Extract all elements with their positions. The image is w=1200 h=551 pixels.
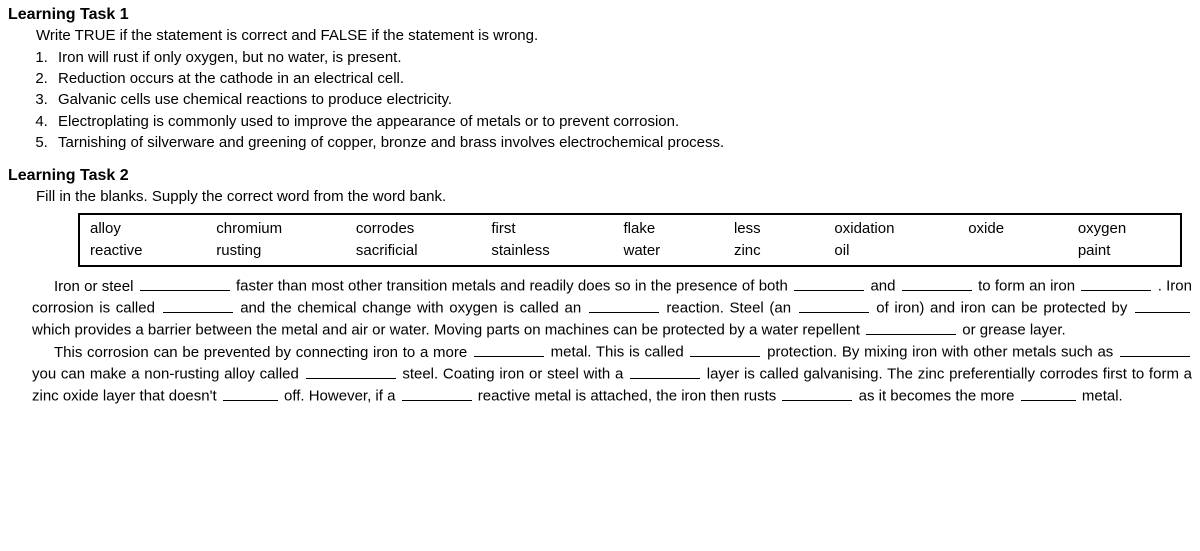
blank[interactable] (902, 275, 972, 290)
wordbank-word: corrodes (356, 219, 461, 239)
fill-text: and (870, 278, 899, 295)
wordbank-word: flake (624, 219, 704, 239)
fill-text: steel. Coating iron or steel with a (402, 366, 628, 383)
fill-text: reactive metal is attached, the iron the… (478, 388, 781, 405)
blank[interactable] (140, 275, 230, 290)
blank[interactable] (589, 297, 659, 312)
wordbank-word: alloy (90, 219, 186, 239)
wordbank-word: oxidation (834, 219, 938, 239)
wordbank-word: oil (834, 241, 938, 261)
fill-text: faster than most other transition metals… (236, 278, 792, 295)
fill-text: protection. By mixing iron with other me… (767, 344, 1118, 361)
fill-paragraph: Iron or steel faster than most other tra… (32, 275, 1192, 407)
word-bank: alloy chromium corrodes first flake less… (78, 213, 1182, 268)
wordbank-word: oxide (968, 219, 1048, 239)
wordbank-word: less (734, 219, 804, 239)
fill-text: off. However, if a (284, 388, 400, 405)
wordbank-word: sacrificial (356, 241, 461, 261)
blank[interactable] (223, 385, 278, 400)
blank[interactable] (474, 341, 544, 356)
fill-text: of iron) and iron can be protected by (876, 300, 1133, 317)
task2-title: Learning Task 2 (8, 165, 1192, 187)
fill-text: reaction. Steel (an (666, 300, 796, 317)
blank[interactable] (690, 341, 760, 356)
blank[interactable] (866, 319, 956, 334)
fill-text: metal. (1082, 388, 1123, 405)
blank[interactable] (630, 363, 700, 378)
blank[interactable] (1120, 341, 1190, 356)
fill-text: Iron or steel (54, 278, 138, 295)
fill-text: This corrosion can be prevented by conne… (54, 344, 472, 361)
task1-list: Iron will rust if only oxygen, but no wa… (52, 48, 1192, 153)
blank[interactable] (794, 275, 864, 290)
task1-title: Learning Task 1 (8, 4, 1192, 26)
task1-item: Reduction occurs at the cathode in an el… (52, 69, 1192, 89)
task2-instruction: Fill in the blanks. Supply the correct w… (36, 187, 1192, 207)
task1-item: Galvanic cells use chemical reactions to… (52, 90, 1192, 110)
task1-item: Iron will rust if only oxygen, but no wa… (52, 48, 1192, 68)
wordbank-word: first (491, 219, 593, 239)
wordbank-word: rusting (216, 241, 326, 261)
wordbank-word: chromium (216, 219, 326, 239)
fill-text: to form an iron (978, 278, 1075, 295)
blank[interactable] (782, 385, 852, 400)
blank[interactable] (1021, 385, 1076, 400)
wordbank-word: reactive (90, 241, 186, 261)
blank[interactable] (799, 297, 869, 312)
wordbank-word: zinc (734, 241, 804, 261)
wordbank-word: water (624, 241, 704, 261)
wordbank-word: oxygen (1078, 219, 1170, 239)
fill-text: as it becomes the more (859, 388, 1019, 405)
blank[interactable] (306, 363, 396, 378)
fill-text: or grease layer. (962, 322, 1065, 339)
blank[interactable] (163, 297, 233, 312)
blank[interactable] (402, 385, 472, 400)
wordbank-word (968, 241, 1048, 261)
fill-text: metal. This is called (551, 344, 689, 361)
wordbank-word: stainless (491, 241, 593, 261)
task1-item: Electroplating is commonly used to impro… (52, 112, 1192, 132)
blank[interactable] (1135, 297, 1190, 312)
fill-text: which provides a barrier between the met… (32, 322, 864, 339)
task1-item: Tarnishing of silverware and greening of… (52, 133, 1192, 153)
task1-instruction: Write TRUE if the statement is correct a… (36, 26, 1192, 46)
fill-text: and the chemical change with oxygen is c… (240, 300, 587, 317)
wordbank-word: paint (1078, 241, 1170, 261)
blank[interactable] (1081, 275, 1151, 290)
fill-text: you can make a non-rusting alloy called (32, 366, 304, 383)
